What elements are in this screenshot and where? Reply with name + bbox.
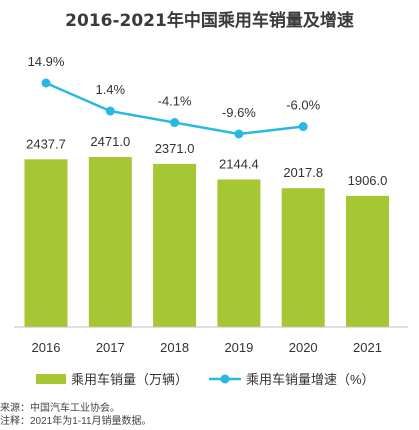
bar-2021 (346, 195, 389, 327)
bar-2016 (24, 159, 68, 327)
legend-label-growth: 乘用车销量增速（%） (246, 372, 375, 387)
bar-value-label-2019: 2144.4 (219, 156, 259, 171)
x-tick-label-2018: 2018 (160, 340, 189, 355)
growth-label-2019: -9.6% (222, 105, 256, 120)
x-tick-label-2016: 2016 (32, 340, 61, 355)
bar-value-label-2016: 2437.7 (26, 136, 66, 151)
bar-2019 (217, 179, 261, 327)
bar-value-label-2021: 1906.0 (348, 173, 388, 188)
growth-point-2016 (41, 78, 51, 88)
x-tick-label-2020: 2020 (289, 340, 318, 355)
growth-label-2017: 1.4% (95, 82, 125, 97)
growth-point-2020 (298, 122, 308, 132)
chart-plot: 2437.7 2471.0 2371.0 2144.4 2017.8 1906.0 14.9… (14, 54, 408, 355)
growth-label-2018: -4.1% (158, 94, 192, 109)
legend-item-growth: 乘用车销量增速（%） (209, 369, 375, 388)
source-note: 来源：中国汽车工业协会。 (0, 403, 120, 414)
bar-value-label-2017: 2471.0 (90, 134, 130, 149)
x-tick-label-2017: 2017 (96, 340, 125, 355)
legend-label-sales: 乘用车销量（万辆） (71, 372, 189, 387)
bar-value-label-2018: 2371.0 (155, 141, 195, 156)
chart-legend: 乘用车销量（万辆） 乘用车销量增速（%） (0, 369, 419, 387)
growth-point-2017 (105, 106, 115, 116)
growth-point-2018 (170, 118, 180, 128)
bar-2020 (281, 188, 325, 327)
x-tick-label-2021: 2021 (353, 340, 382, 355)
bar-2018 (153, 163, 197, 327)
footnotes: 来源：中国汽车工业协会。 注释：2021年为1-11月销量数据。 (0, 402, 152, 428)
chart-title: 2016-2021年中国乘用车销量及增速 (65, 11, 354, 31)
legend-item-sales: 乘用车销量（万辆） (36, 369, 188, 388)
growth-point-2019 (234, 129, 244, 139)
legend-swatch-bar (36, 373, 66, 384)
bar-value-label-2020: 2017.8 (283, 165, 323, 180)
growth-label-2020: -6.0% (286, 98, 320, 113)
legend-swatch-line (209, 374, 241, 383)
bar-2017 (88, 157, 132, 327)
x-tick-label-2019: 2019 (224, 340, 253, 355)
remark-note: 注释：2021年为1-11月销量数据。 (0, 416, 152, 427)
growth-label-2016: 14.9% (28, 54, 65, 69)
